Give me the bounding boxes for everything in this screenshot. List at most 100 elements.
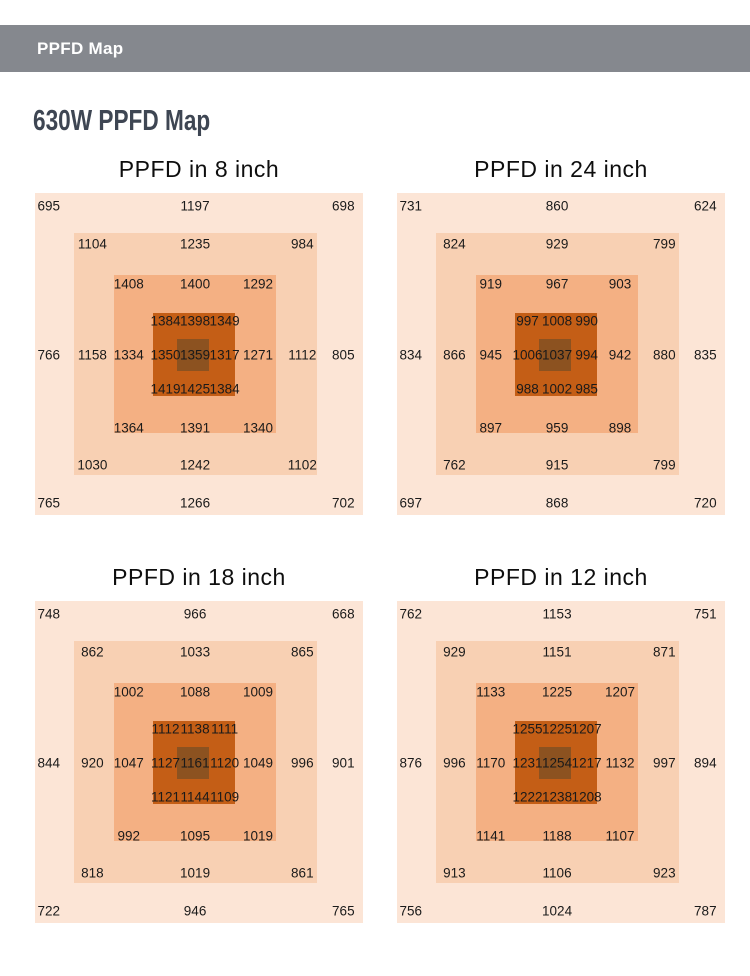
ppfd-value: 787 — [694, 903, 717, 919]
ppfd-value: 834 — [399, 347, 423, 363]
ppfd-value: 1235 — [180, 236, 211, 252]
ppfd-value: 1242 — [180, 457, 211, 473]
ppfd-value: 880 — [653, 347, 676, 363]
ppfd-value: 990 — [575, 313, 598, 329]
ppfd-value: 866 — [443, 347, 466, 363]
ppfd-value: 695 — [37, 198, 61, 214]
ppfd-value: 1033 — [180, 644, 211, 660]
ppfd-value: 697 — [399, 495, 423, 511]
ppfd-value: 766 — [37, 347, 61, 363]
ppfd-value-center: 1161 — [180, 755, 210, 771]
ppfd-value: 698 — [332, 198, 355, 214]
ppfd-value: 1095 — [180, 828, 211, 844]
ppfd-value: 1109 — [210, 789, 240, 805]
ppfd-maps-grid: PPFD in 8 inch 695 1197 698 1104 1235 98… — [0, 138, 750, 923]
ppfd-value: 824 — [443, 236, 466, 252]
ppfd-value: 799 — [653, 457, 676, 473]
ppfd-value: 945 — [479, 347, 503, 363]
ppfd-value: 1088 — [180, 684, 211, 700]
ppfd-value: 861 — [291, 865, 314, 881]
ppfd-value: 959 — [545, 420, 569, 436]
ppfd-value: 1008 — [542, 313, 573, 329]
ppfd-value: 901 — [332, 755, 355, 771]
ppfd-value: 1002 — [542, 381, 573, 397]
ppfd-value: 1238 — [542, 789, 573, 805]
ppfd-value: 1271 — [243, 347, 274, 363]
ppfd-value: 799 — [653, 236, 676, 252]
ppfd-value: 997 — [653, 755, 676, 771]
ppfd-value: 731 — [399, 198, 423, 214]
ppfd-map-8in: PPFD in 8 inch 695 1197 698 1104 1235 98… — [35, 156, 363, 515]
ppfd-value: 1364 — [113, 420, 144, 436]
ppfd-value: 1138 — [180, 721, 210, 737]
ppfd-value: 923 — [653, 865, 676, 881]
ppfd-value: 1197 — [180, 198, 210, 214]
ppfd-value: 1425 — [180, 381, 211, 397]
ppfd-value: 1222 — [512, 789, 543, 805]
ppfd-value: 992 — [117, 828, 141, 844]
ppfd-value: 1207 — [605, 684, 636, 700]
ppfd-value: 1400 — [180, 276, 211, 292]
ppfd-value: 720 — [694, 495, 717, 511]
ppfd-value: 1111 — [211, 721, 239, 737]
ppfd-value: 1317 — [209, 347, 240, 363]
ppfd-value: 1102 — [287, 457, 317, 473]
ppfd-heatmap-18in: 748 966 668 862 1033 865 1002 1088 1009 … — [35, 600, 363, 923]
ppfd-value: 1107 — [605, 828, 635, 844]
ppfd-value: 1384 — [209, 381, 240, 397]
ppfd-value: 966 — [183, 606, 207, 622]
ppfd-value: 1398 — [180, 313, 211, 329]
ppfd-value: 868 — [545, 495, 569, 511]
ppfd-value: 1350 — [150, 347, 181, 363]
ppfd-value: 1153 — [542, 606, 572, 622]
ppfd-value: 748 — [37, 606, 61, 622]
ppfd-value: 988 — [516, 381, 539, 397]
ppfd-value: 1334 — [113, 347, 144, 363]
ppfd-value: 920 — [81, 755, 104, 771]
ppfd-heatmap-24in: 731 860 624 824 929 799 919 967 903 997 … — [397, 192, 725, 515]
ppfd-value: 985 — [575, 381, 598, 397]
ppfd-value: 1391 — [180, 420, 211, 436]
ppfd-value: 946 — [183, 903, 207, 919]
section-header-bar: PPFD Map — [0, 25, 750, 72]
ppfd-value: 984 — [291, 236, 314, 252]
ppfd-value: 1292 — [243, 276, 274, 292]
ppfd-value: 876 — [399, 755, 423, 771]
ppfd-heatmap-12in: 762 1153 751 929 1151 871 1133 1225 1207… — [397, 600, 725, 923]
ppfd-value: 913 — [443, 865, 466, 881]
ppfd-value: 702 — [332, 495, 355, 511]
ppfd-value: 915 — [545, 457, 569, 473]
heatmap-center-square — [177, 746, 210, 780]
ppfd-value: 756 — [399, 903, 423, 919]
ppfd-value: 1170 — [476, 755, 506, 771]
ppfd-value: 1225 — [542, 684, 573, 700]
ppfd-value: 1121 — [151, 789, 181, 805]
ppfd-value: 1141 — [476, 828, 506, 844]
ppfd-value: 1266 — [180, 495, 211, 511]
map-title: PPFD in 8 inch — [118, 155, 280, 182]
ppfd-value: 1019 — [180, 865, 211, 881]
ppfd-value: 835 — [694, 347, 717, 363]
ppfd-value: 1408 — [113, 276, 144, 292]
map-title: PPFD in 18 inch — [112, 563, 286, 590]
ppfd-value: 765 — [332, 903, 355, 919]
ppfd-value: 1384 — [150, 313, 181, 329]
ppfd-value: 996 — [291, 755, 314, 771]
ppfd-value: 1112 — [151, 721, 180, 737]
section-header-title: PPFD Map — [37, 38, 124, 58]
ppfd-value: 1009 — [243, 684, 274, 700]
ppfd-value: 1419 — [150, 381, 181, 397]
ppfd-value: 1112 — [288, 347, 317, 363]
ppfd-value: 762 — [399, 606, 423, 622]
ppfd-value: 1047 — [113, 755, 144, 771]
heatmap-center-square — [177, 338, 210, 372]
map-title: PPFD in 24 inch — [474, 155, 648, 182]
ppfd-value: 903 — [608, 276, 632, 292]
ppfd-value: 668 — [332, 606, 355, 622]
ppfd-value: 844 — [37, 755, 61, 771]
ppfd-value: 871 — [653, 644, 676, 660]
ppfd-value: 1024 — [542, 903, 573, 919]
ppfd-value-center: 1359 — [180, 347, 211, 363]
ppfd-value-center: 1254 — [542, 755, 573, 771]
ppfd-value: 1120 — [210, 755, 240, 771]
